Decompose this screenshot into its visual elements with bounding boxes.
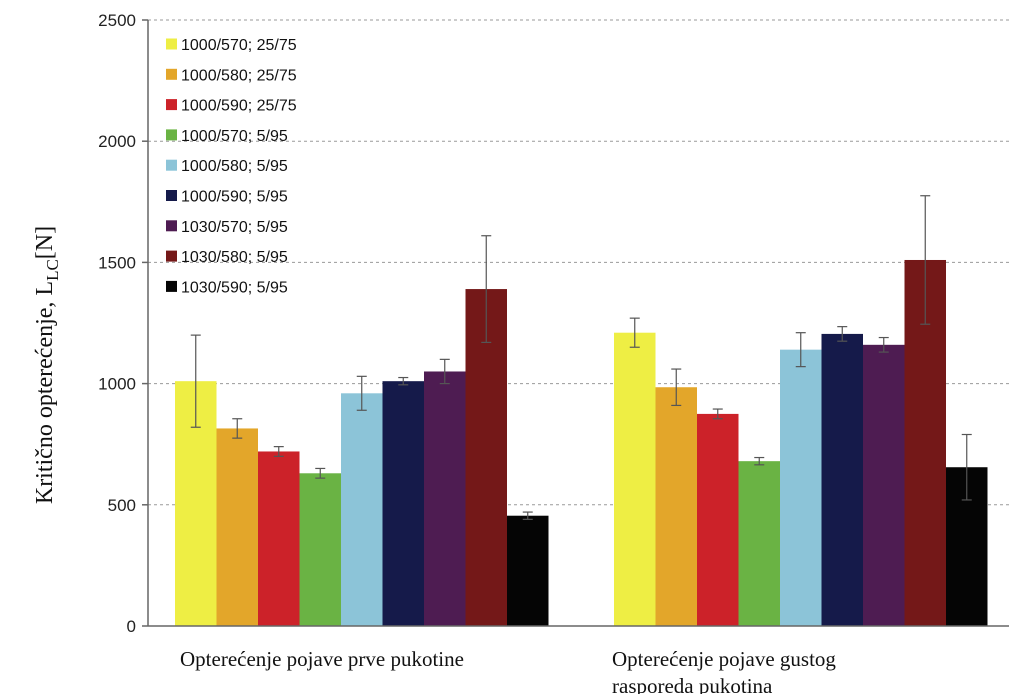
bar (614, 332, 656, 626)
y-tick-labels: 0 500 1000 1500 2000 2500 (98, 11, 148, 636)
legend-label: 1000/580; 25/75 (181, 67, 297, 84)
legend-label: 1000/570; 5/95 (181, 128, 288, 145)
bar (863, 344, 905, 626)
bar (216, 428, 258, 626)
axes (147, 20, 1009, 627)
bar (738, 461, 780, 626)
legend-label: 1030/580; 5/95 (181, 249, 288, 266)
bar (507, 515, 549, 626)
legend-swatch (166, 38, 177, 50)
legend-swatch (166, 68, 177, 80)
bar (258, 451, 300, 626)
legend-swatch (166, 159, 177, 171)
bar (697, 413, 739, 626)
bar (424, 371, 466, 626)
bar (341, 393, 383, 626)
legend-swatch (166, 190, 177, 201)
legend-swatch (166, 250, 177, 262)
y-axis-label: Kritično opterećenje, LLC[N] (32, 226, 62, 504)
legend-label: 1000/590; 25/75 (181, 98, 297, 115)
legend-swatch (166, 220, 177, 232)
y-tick-label: 1500 (98, 253, 136, 272)
category-label: Opterećenje pojave gustog (612, 647, 836, 671)
bar (780, 349, 822, 626)
category-labels: Opterećenje pojave prve pukotine Optereće… (180, 647, 836, 694)
y-tick-label: 0 (127, 617, 136, 636)
bar (299, 473, 341, 626)
y-axis-label-subscript: LC (43, 259, 62, 281)
legend-label: 1000/590; 5/95 (181, 189, 288, 206)
bar (465, 289, 507, 626)
bar (821, 333, 863, 626)
y-tick-label: 1000 (98, 375, 136, 394)
y-tick-label: 2500 (98, 11, 136, 30)
legend-swatch (166, 129, 177, 141)
legend-swatch (166, 99, 177, 111)
category-label: Opterećenje pojave prve pukotine (180, 647, 464, 671)
legend: 1000/570; 25/75 1000/580; 25/75 1000/590; … (166, 37, 297, 296)
bars (175, 195, 988, 626)
bar (382, 381, 424, 626)
y-tick-label: 500 (108, 496, 136, 515)
y-axis-label-main: Kritično opterećenje, L (32, 281, 58, 504)
legend-label: 1030/570; 5/95 (181, 219, 288, 236)
legend-label: 1000/570; 25/75 (181, 37, 297, 54)
y-axis-label-unit: [N] (32, 226, 58, 259)
legend-label: 1030/590; 5/95 (181, 279, 288, 296)
bar (655, 387, 697, 626)
y-tick-label: 2000 (98, 132, 136, 151)
legend-swatch (166, 280, 177, 292)
legend-label: 1000/580; 5/95 (181, 158, 288, 175)
category-label: rasporeda pukotina (612, 674, 773, 694)
